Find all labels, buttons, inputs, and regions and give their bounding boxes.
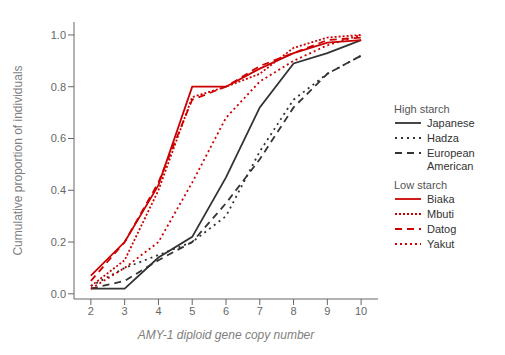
html-text:Hadza: Hadza — [427, 131, 459, 144]
svg-text:5: 5 — [189, 305, 195, 317]
svg-text:0.8: 0.8 — [51, 81, 66, 93]
html-text:Low starch: Low starch — [394, 178, 448, 191]
svg-text:Cumulative proportion of indiv: Cumulative proportion of individuals — [11, 65, 25, 255]
html-text:Datog: Datog — [427, 222, 457, 235]
html-text:American: American — [427, 159, 474, 172]
svg-text:0.4: 0.4 — [51, 184, 66, 196]
svg-text:4: 4 — [155, 305, 161, 317]
html-text:Japanese: Japanese — [427, 116, 475, 129]
svg-text:0.6: 0.6 — [51, 132, 66, 144]
html-text:European: European — [427, 146, 475, 159]
html-text:High starch: High starch — [394, 102, 450, 115]
svg-text:6: 6 — [223, 305, 229, 317]
svg-text:3: 3 — [122, 305, 128, 317]
svg-text:2: 2 — [88, 305, 94, 317]
svg-text:7: 7 — [257, 305, 263, 317]
html-text:Biaka: Biaka — [427, 192, 455, 205]
svg-text:AMY-1 diploid gene copy number: AMY-1 diploid gene copy number — [137, 328, 316, 342]
svg-text:0.2: 0.2 — [51, 236, 66, 248]
html-text:Yakut: Yakut — [427, 237, 455, 250]
svg-text:1.0: 1.0 — [51, 29, 66, 41]
svg-text:0.0: 0.0 — [51, 288, 66, 300]
svg-text:9: 9 — [324, 305, 330, 317]
svg-text:8: 8 — [290, 305, 296, 317]
html-text:Mbuti: Mbuti — [427, 207, 454, 220]
svg-text:10: 10 — [355, 305, 367, 317]
